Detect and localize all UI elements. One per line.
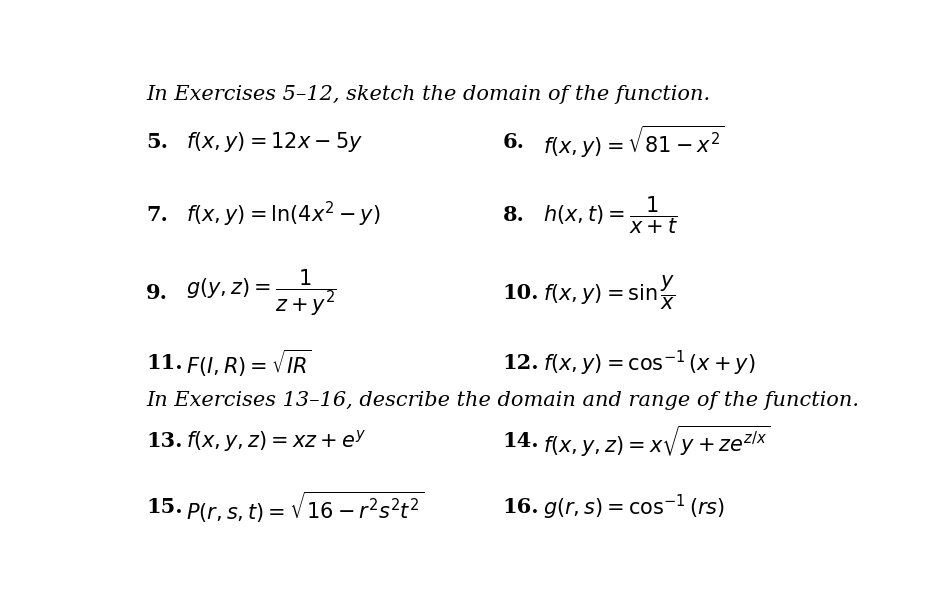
Text: $f(x, y) = 12x - 5y$: $f(x, y) = 12x - 5y$ (187, 130, 363, 154)
Text: 6.: 6. (503, 132, 524, 152)
Text: 9.: 9. (146, 283, 168, 302)
Text: $h(x, t) = \dfrac{1}{x + t}$: $h(x, t) = \dfrac{1}{x + t}$ (542, 194, 678, 236)
Text: 13.: 13. (146, 431, 183, 451)
Text: $f(x, y, z) = x\sqrt{y + ze^{z/x}}$: $f(x, y, z) = x\sqrt{y + ze^{z/x}}$ (542, 424, 769, 458)
Text: 5.: 5. (146, 132, 168, 152)
Text: $f(x, y) = \ln(4x^2 - y)$: $f(x, y) = \ln(4x^2 - y)$ (187, 200, 381, 230)
Text: $P(r, s, t) = \sqrt{16 - r^2s^2t^2}$: $P(r, s, t) = \sqrt{16 - r^2s^2t^2}$ (187, 490, 424, 524)
Text: 14.: 14. (503, 431, 539, 451)
Text: $f(x, y) = \cos^{-1}(x + y)$: $f(x, y) = \cos^{-1}(x + y)$ (542, 349, 755, 378)
Text: 11.: 11. (146, 353, 183, 373)
Text: $f(x, y, z) = xz + e^y$: $f(x, y, z) = xz + e^y$ (187, 428, 366, 454)
Text: $f(x, y) = \sqrt{81 - x^2}$: $f(x, y) = \sqrt{81 - x^2}$ (542, 124, 724, 160)
Text: In Exercises 13–16, describe the domain and range of the function.: In Exercises 13–16, describe the domain … (146, 392, 859, 411)
Text: 8.: 8. (503, 205, 524, 225)
Text: $g(r, s) = \cos^{-1}(rs)$: $g(r, s) = \cos^{-1}(rs)$ (542, 493, 725, 521)
Text: 10.: 10. (503, 283, 539, 302)
Text: $F(I, R) = \sqrt{IR}$: $F(I, R) = \sqrt{IR}$ (187, 348, 311, 379)
Text: In Exercises 5–12, sketch the domain of the function.: In Exercises 5–12, sketch the domain of … (146, 85, 710, 104)
Text: 7.: 7. (146, 205, 168, 225)
Text: 16.: 16. (503, 497, 539, 517)
Text: 15.: 15. (146, 497, 183, 517)
Text: 12.: 12. (503, 353, 539, 373)
Text: $f(x, y) = \sin\dfrac{y}{x}$: $f(x, y) = \sin\dfrac{y}{x}$ (542, 274, 675, 312)
Text: $g(y, z) = \dfrac{1}{z + y^2}$: $g(y, z) = \dfrac{1}{z + y^2}$ (187, 267, 338, 318)
